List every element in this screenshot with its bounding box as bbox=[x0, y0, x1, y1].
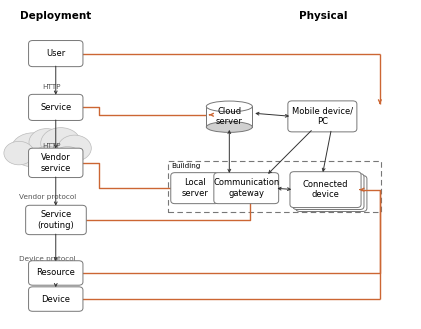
Text: Cloud
server: Cloud server bbox=[216, 107, 243, 126]
FancyBboxPatch shape bbox=[290, 172, 361, 208]
Text: User: User bbox=[46, 49, 65, 58]
Circle shape bbox=[53, 146, 82, 169]
Text: Device protocol: Device protocol bbox=[19, 256, 76, 262]
Circle shape bbox=[29, 129, 64, 156]
Ellipse shape bbox=[206, 122, 252, 132]
Circle shape bbox=[4, 141, 34, 165]
Text: Mobile device/
PC: Mobile device/ PC bbox=[292, 107, 353, 126]
Circle shape bbox=[41, 128, 81, 159]
Bar bbox=[206, 107, 252, 127]
Text: Building: Building bbox=[171, 163, 200, 169]
Ellipse shape bbox=[206, 101, 252, 112]
Circle shape bbox=[58, 135, 91, 161]
FancyBboxPatch shape bbox=[293, 174, 364, 210]
FancyBboxPatch shape bbox=[29, 148, 83, 178]
FancyBboxPatch shape bbox=[29, 40, 83, 67]
FancyBboxPatch shape bbox=[29, 94, 83, 120]
FancyBboxPatch shape bbox=[288, 101, 357, 132]
Text: Service
(routing): Service (routing) bbox=[37, 210, 75, 230]
Text: Physical: Physical bbox=[299, 11, 348, 21]
Text: Service: Service bbox=[40, 103, 72, 112]
FancyBboxPatch shape bbox=[29, 287, 83, 311]
FancyBboxPatch shape bbox=[214, 173, 279, 204]
Text: Local
server: Local server bbox=[181, 178, 208, 198]
Text: Resource: Resource bbox=[36, 268, 75, 277]
FancyBboxPatch shape bbox=[171, 173, 219, 204]
Text: Vendor
service: Vendor service bbox=[40, 153, 71, 173]
Text: Vendor protocol: Vendor protocol bbox=[19, 194, 77, 200]
Text: Device: Device bbox=[41, 294, 70, 304]
Bar bbox=[168, 161, 381, 212]
Text: Connected
device: Connected device bbox=[303, 180, 348, 199]
Text: Deployment: Deployment bbox=[20, 11, 91, 21]
Text: Communication
gateway: Communication gateway bbox=[213, 178, 280, 198]
Circle shape bbox=[32, 146, 62, 170]
Circle shape bbox=[11, 133, 54, 167]
FancyBboxPatch shape bbox=[29, 261, 83, 285]
FancyBboxPatch shape bbox=[296, 176, 367, 212]
FancyBboxPatch shape bbox=[26, 205, 86, 235]
Text: HTTP: HTTP bbox=[43, 142, 61, 149]
Text: HTTP: HTTP bbox=[43, 84, 61, 90]
